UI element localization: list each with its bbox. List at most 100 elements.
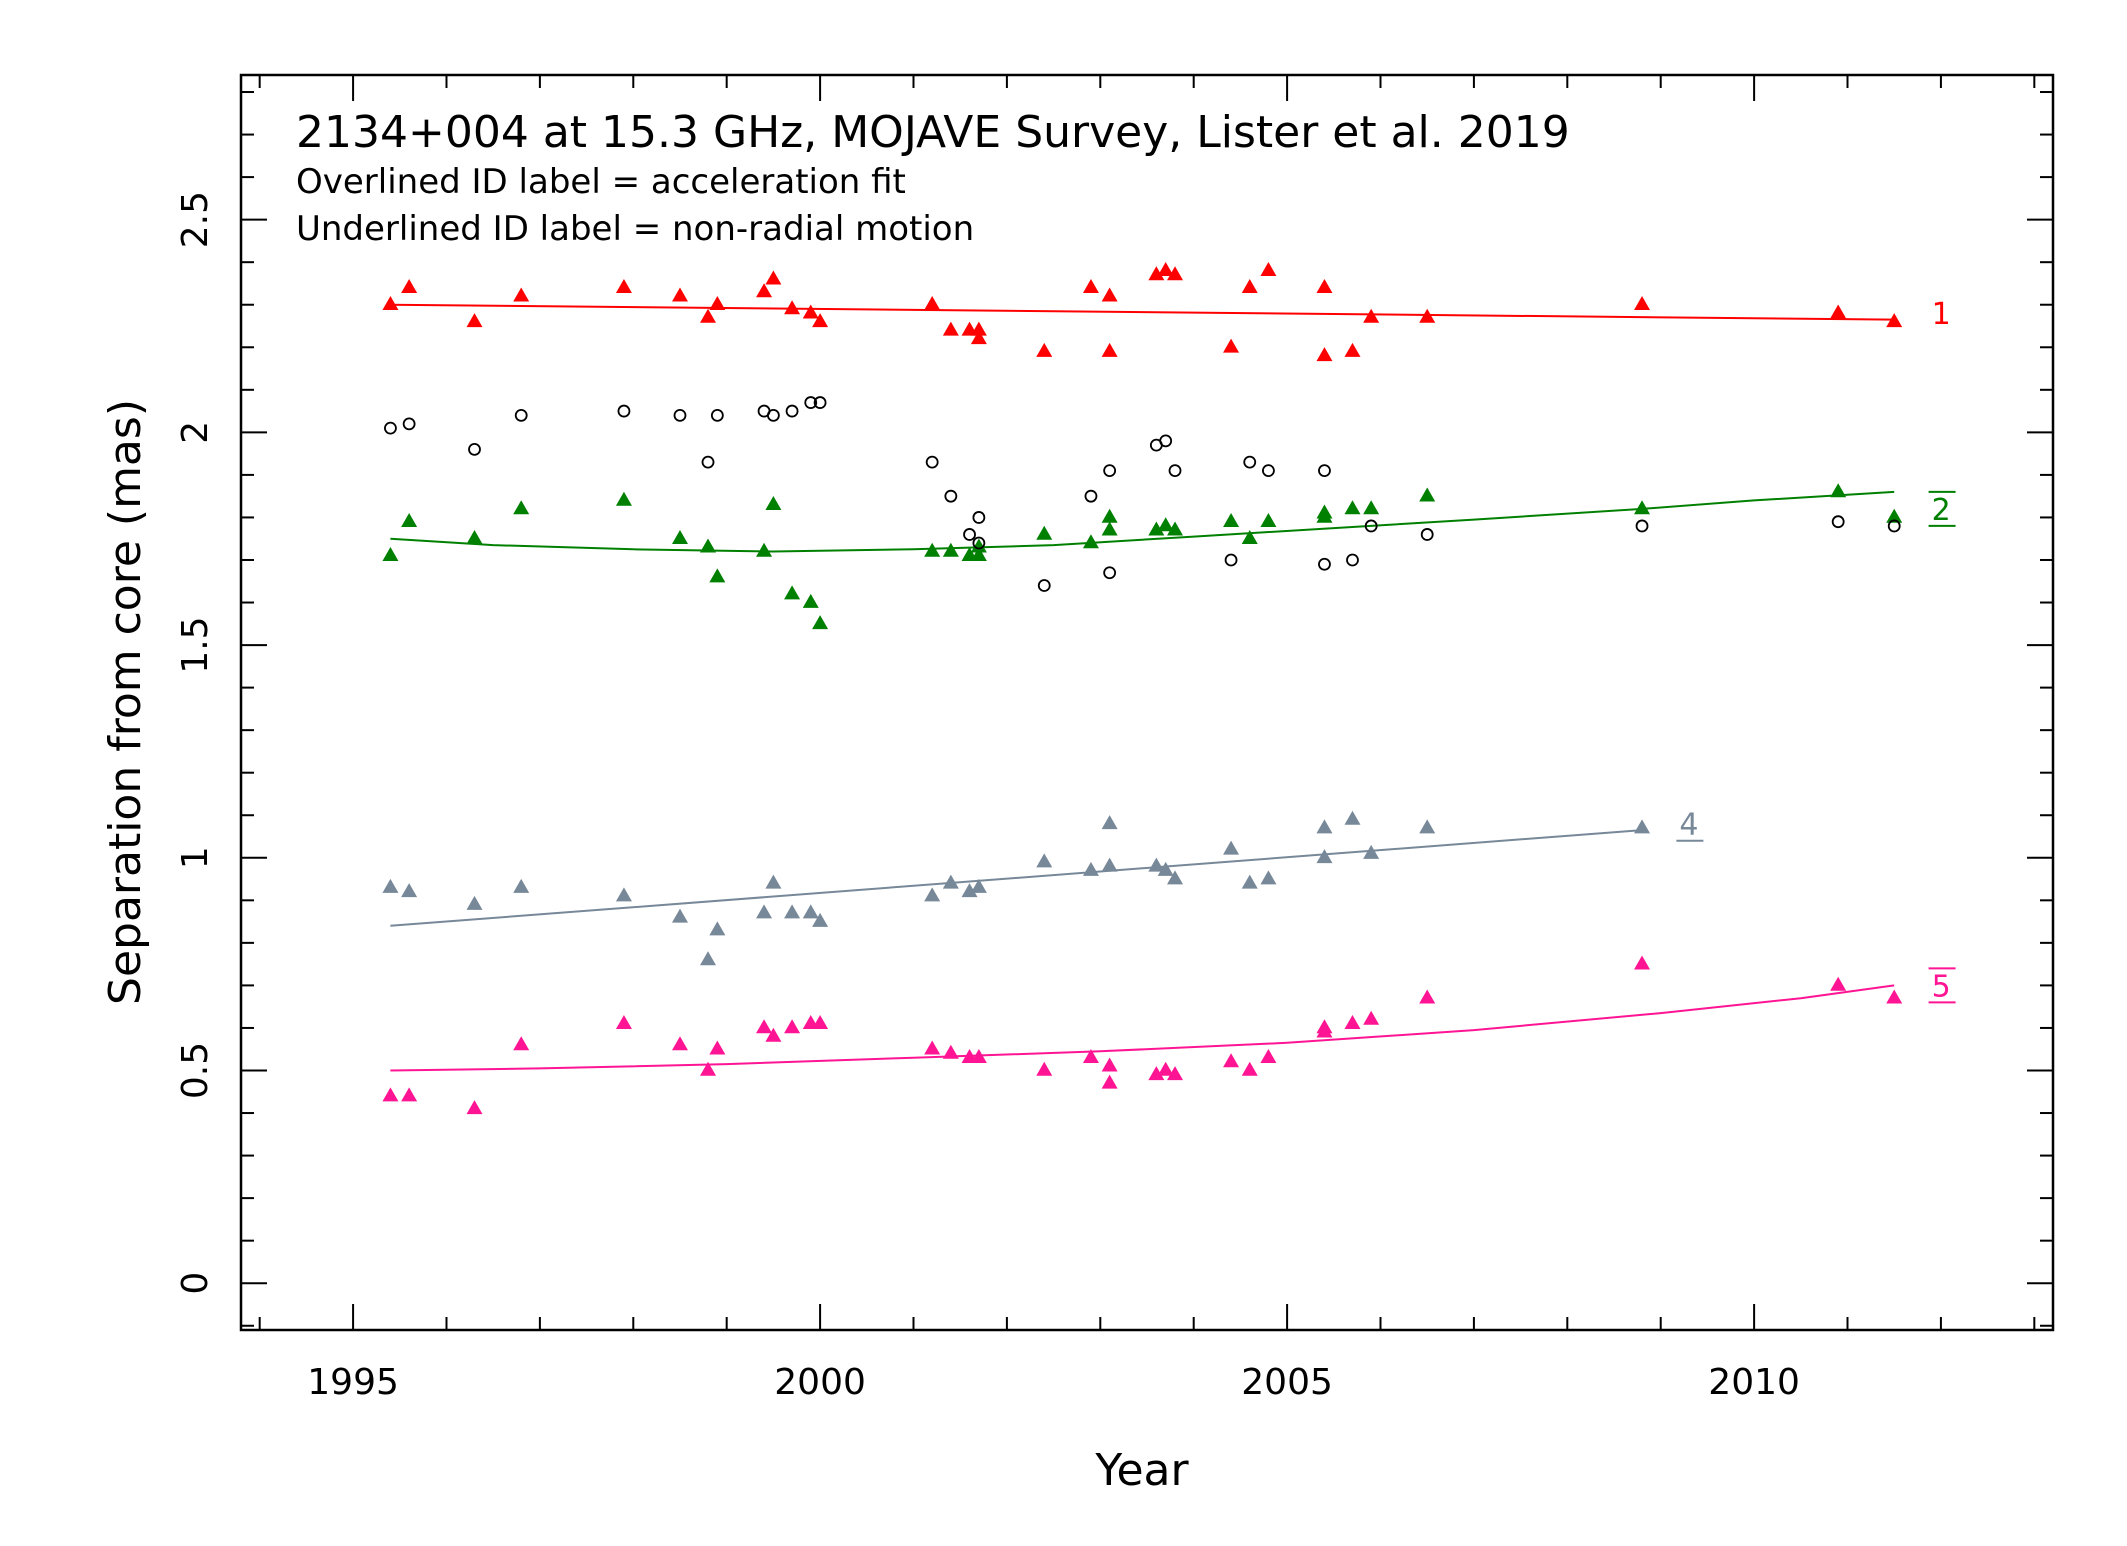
x-axis-label: Year	[1094, 1445, 1189, 1496]
data-point-triangle	[466, 530, 483, 545]
data-point-triangle	[1344, 500, 1361, 515]
data-point-triangle	[765, 1027, 782, 1042]
data-point-triangle	[1036, 525, 1053, 540]
data-point-triangle	[1101, 342, 1118, 357]
data-point-circle	[1420, 528, 1434, 541]
data-point-triangle	[1082, 534, 1099, 549]
data-point-triangle	[382, 296, 399, 311]
data-point-circle	[1346, 553, 1359, 567]
data-point-triangle	[1419, 308, 1436, 323]
data-point-circle	[468, 442, 481, 456]
data-point-circle	[813, 396, 827, 409]
data-point-triangle	[1260, 262, 1277, 277]
data-point-triangle	[1036, 1061, 1053, 1076]
data-point-triangle	[784, 300, 801, 315]
data-point-circle	[972, 511, 986, 524]
data-point-circle	[972, 536, 986, 550]
x-tick-label: 2005	[1241, 1362, 1333, 1403]
data-point-triangle	[1157, 1061, 1174, 1076]
data-point-circle	[1318, 464, 1331, 478]
data-point-triangle	[709, 921, 726, 936]
series-label-1: 1	[1932, 297, 1951, 332]
data-point-triangle	[1363, 500, 1380, 515]
data-point-triangle	[700, 951, 717, 966]
data-point-triangle	[382, 547, 399, 562]
data-point-triangle	[615, 279, 632, 294]
data-point-triangle	[1260, 870, 1277, 885]
data-point-triangle	[1830, 976, 1847, 991]
data-point-triangle	[615, 1015, 632, 1030]
data-point-triangle	[1036, 853, 1053, 868]
data-point-triangle	[1101, 521, 1118, 536]
data-point-triangle	[1830, 304, 1847, 319]
data-point-triangle	[700, 1061, 717, 1076]
data-point-triangle	[401, 883, 418, 898]
data-point-triangle	[1316, 849, 1333, 864]
data-point-triangle	[466, 895, 483, 910]
data-point-triangle	[1148, 1066, 1165, 1081]
y-tick-label: 2	[175, 421, 216, 444]
data-point-triangle	[1223, 513, 1240, 528]
data-point-triangle	[1036, 342, 1053, 357]
note-non-radial: Underlined ID label = non-radial motion	[296, 209, 974, 249]
data-point-triangle	[1223, 840, 1240, 855]
data-point-triangle	[1634, 500, 1651, 515]
data-point-triangle	[615, 887, 632, 902]
data-point-triangle	[1363, 308, 1380, 323]
data-point-triangle	[1157, 262, 1174, 277]
data-point-triangle	[1223, 1053, 1240, 1068]
data-point-triangle	[1344, 810, 1361, 825]
x-tick-label: 2000	[774, 1362, 866, 1403]
data-point-triangle	[802, 304, 819, 319]
data-point-triangle	[1157, 861, 1174, 876]
fit-line-5	[390, 984, 1895, 1072]
data-point-triangle	[970, 330, 987, 345]
data-point-triangle	[1148, 857, 1165, 872]
data-point-circle	[1224, 553, 1238, 567]
data-point-triangle	[784, 904, 801, 919]
data-point-triangle	[1316, 279, 1333, 294]
tick-labels: 1995 2000 2005 2010 0 0.5 1 1.5 2 2.5	[175, 191, 1800, 1403]
data-point-triangle	[942, 874, 959, 889]
data-point-circle	[804, 396, 818, 409]
fit-line-4	[390, 829, 1643, 927]
data-point-triangle	[970, 878, 987, 893]
data-point-triangle	[615, 491, 632, 506]
data-point-triangle	[1167, 521, 1184, 536]
data-point-triangle	[802, 904, 819, 919]
series-labels: 1 2 4 5	[1676, 297, 1956, 1004]
y-tick-label: 2.5	[175, 191, 216, 248]
data-point-circle	[1103, 566, 1117, 580]
data-point-triangle	[1316, 347, 1333, 362]
data-point-triangle	[1241, 279, 1258, 294]
y-tick-label: 1	[175, 846, 216, 869]
data-point-triangle	[812, 912, 829, 927]
data-point-triangle	[1344, 1015, 1361, 1030]
data-point-triangle	[1157, 517, 1174, 532]
data-point-circle	[1159, 434, 1173, 448]
data-point-triangle	[1101, 508, 1118, 523]
fit-line-2	[390, 490, 1895, 553]
axis-ticks	[241, 75, 2053, 1330]
data-point-triangle	[1363, 1010, 1380, 1025]
data-point-triangle	[1260, 513, 1277, 528]
data-point-triangle	[401, 279, 418, 294]
data-point-triangle	[1241, 530, 1258, 545]
data-point-triangle	[1241, 874, 1258, 889]
data-point-circle	[1887, 519, 1901, 533]
data-point-circle	[402, 417, 416, 431]
series-label-4: 4	[1679, 808, 1698, 843]
data-point-triangle	[765, 270, 782, 285]
data-point-triangle	[1344, 342, 1361, 357]
data-point-circle	[710, 408, 724, 422]
data-point-triangle	[970, 321, 987, 336]
data-point-triangle	[1886, 313, 1903, 328]
data-point-triangle	[942, 1044, 959, 1059]
data-point-triangle	[765, 874, 782, 889]
data-point-triangle	[382, 1087, 399, 1102]
data-point-triangle	[513, 1036, 530, 1051]
data-point-triangle	[1886, 508, 1903, 523]
data-point-triangle	[924, 887, 941, 902]
data-point-triangle	[756, 542, 773, 557]
